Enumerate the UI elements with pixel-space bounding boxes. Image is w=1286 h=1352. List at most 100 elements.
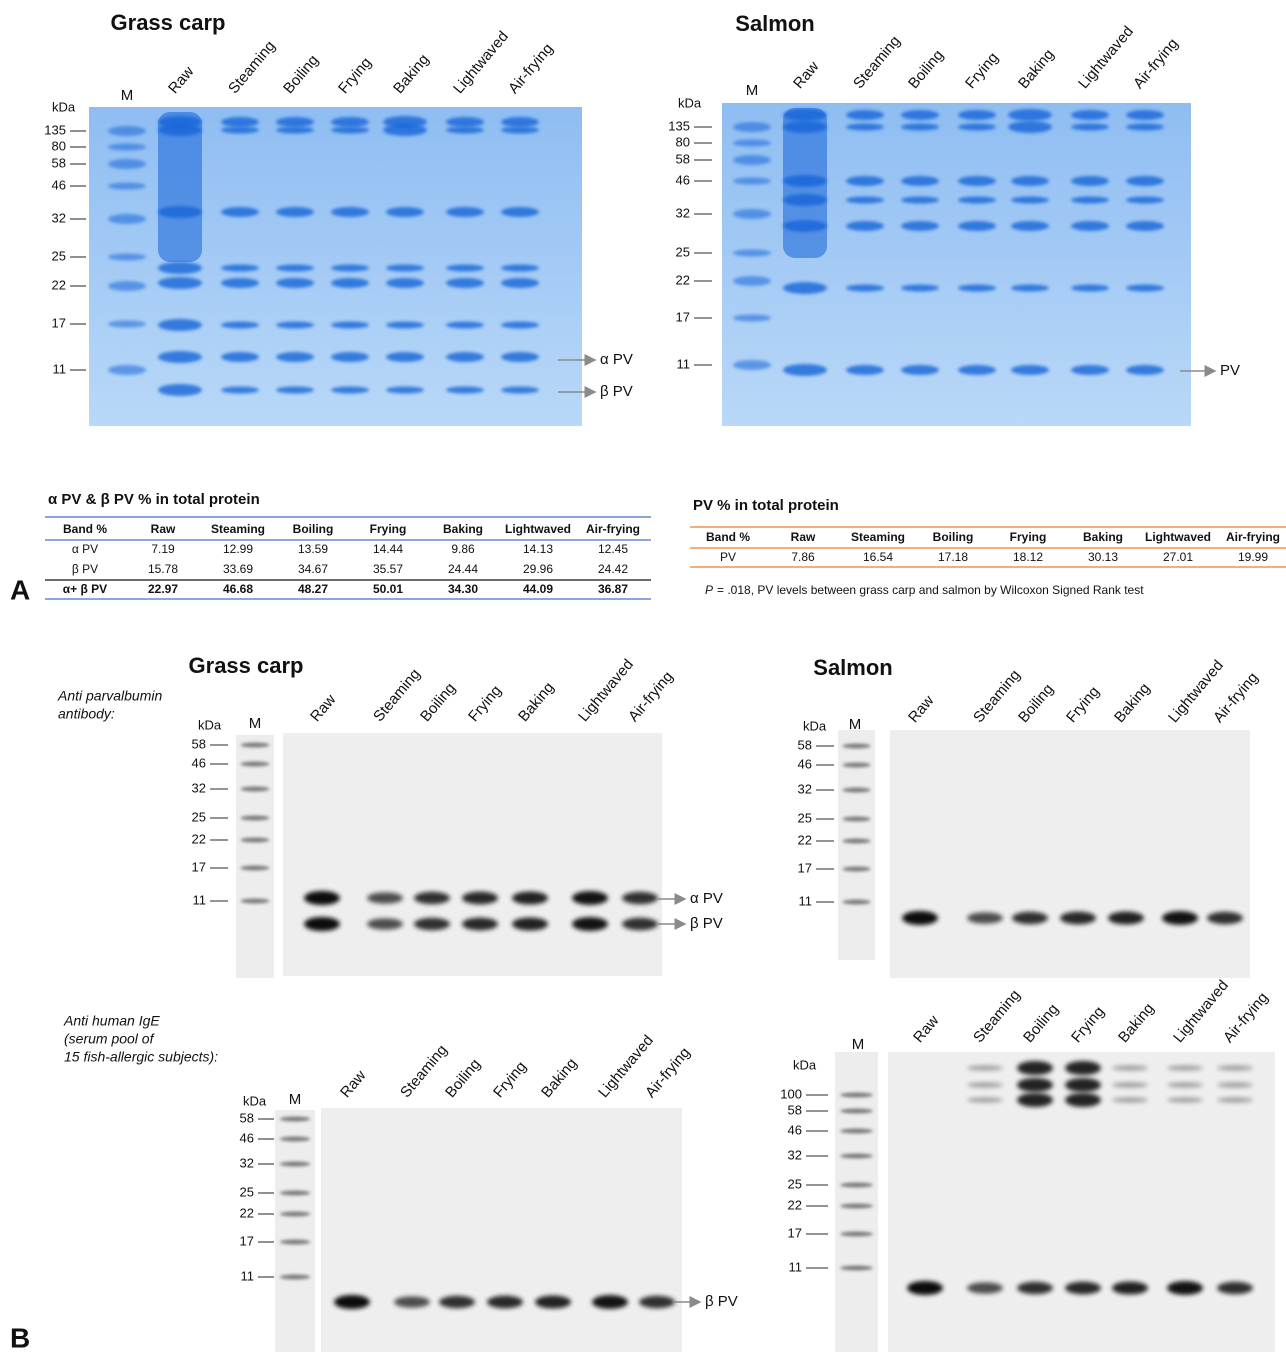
- lane-label: Frying: [1063, 683, 1103, 726]
- band: [501, 387, 539, 394]
- marker-label: 80: [52, 138, 66, 153]
- lane-label: M: [852, 1036, 865, 1053]
- band: [733, 360, 771, 370]
- blot: [283, 733, 662, 976]
- marker-label: 11: [789, 1259, 803, 1274]
- band: [276, 387, 314, 394]
- panel-letter: A: [10, 574, 30, 605]
- lane-label: M: [249, 715, 262, 732]
- marker-band: [840, 1232, 873, 1237]
- band: [1017, 1093, 1053, 1107]
- band: [1112, 1066, 1148, 1071]
- band: [108, 126, 146, 136]
- band: [535, 1295, 571, 1308]
- marker-band: [280, 1117, 310, 1122]
- marker-label: 135: [44, 122, 66, 137]
- lane-label: Raw: [910, 1012, 942, 1046]
- band: [958, 221, 996, 231]
- marker-label: 58: [52, 155, 66, 170]
- marker-label: 22: [676, 272, 690, 287]
- antibody-label: Anti parvalbumin: [57, 688, 162, 704]
- band: [108, 214, 146, 224]
- lane-label: M: [289, 1091, 302, 1108]
- marker-band: [842, 817, 870, 822]
- marker-label: 32: [788, 1147, 802, 1162]
- band: [446, 322, 484, 329]
- band: [108, 321, 146, 328]
- band: [1065, 1093, 1101, 1107]
- lane-label: Frying: [1068, 1003, 1108, 1046]
- marker-label: 32: [676, 205, 690, 220]
- lane-label: Air-frying: [1130, 35, 1182, 92]
- band: [276, 278, 314, 288]
- table-header: Air-frying: [586, 522, 640, 536]
- marker-label: 17: [52, 315, 66, 330]
- marker-strip: [275, 1110, 315, 1352]
- marker-band: [842, 744, 870, 749]
- band: [572, 917, 608, 931]
- marker-label: 58: [240, 1110, 254, 1125]
- band: [276, 117, 314, 127]
- band: [331, 207, 369, 217]
- marker-label: 25: [798, 810, 812, 825]
- band: [446, 207, 484, 217]
- band: [462, 918, 498, 931]
- lane-label: Raw: [337, 1067, 369, 1101]
- marker-label: 17: [788, 1225, 802, 1240]
- band: [1126, 124, 1164, 131]
- marker-band: [241, 866, 270, 871]
- marker-label: 22: [798, 832, 812, 847]
- band: [958, 110, 996, 120]
- table-header: Band %: [706, 530, 750, 544]
- band: [1217, 1098, 1253, 1103]
- band: [958, 124, 996, 131]
- band: [446, 117, 484, 127]
- table-cell: 27.01: [1163, 550, 1193, 564]
- band: [512, 891, 548, 904]
- marker-label: 17: [240, 1233, 254, 1248]
- band: [592, 1295, 628, 1309]
- marker-label: 22: [192, 831, 206, 846]
- band: [367, 918, 403, 929]
- band: [386, 352, 424, 362]
- table-cell: PV: [720, 550, 736, 564]
- band: [304, 917, 340, 931]
- band: [446, 387, 484, 394]
- unit-label: kDa: [198, 717, 222, 732]
- antibody-label: antibody:: [58, 706, 115, 722]
- band: [901, 197, 939, 204]
- table-header: Raw: [791, 530, 816, 544]
- marker-label: 11: [193, 892, 207, 907]
- table-cell: 12.99: [223, 542, 253, 556]
- band: [331, 127, 369, 134]
- marker-label: 58: [676, 151, 690, 166]
- lane-label: Air-frying: [642, 1044, 694, 1101]
- band: [501, 322, 539, 329]
- lane-label: Raw: [790, 58, 822, 92]
- marker-band: [840, 1154, 873, 1159]
- table-cell: 13.59: [298, 542, 328, 556]
- unit-label: kDa: [803, 718, 827, 733]
- band: [276, 265, 314, 272]
- band: [446, 127, 484, 134]
- table-cell: α+ β PV: [63, 582, 107, 596]
- band: [846, 197, 884, 204]
- arrow-label: β PV: [600, 383, 633, 400]
- marker-band: [840, 1093, 873, 1098]
- band: [1012, 912, 1048, 925]
- table-cell: 29.96: [523, 562, 553, 576]
- lane-label: Baking: [1115, 1000, 1158, 1046]
- band: [902, 911, 938, 925]
- lane-label: Baking: [1111, 680, 1154, 726]
- marker-band: [241, 787, 270, 792]
- marker-label: 17: [192, 859, 206, 874]
- arrow-label: α PV: [690, 890, 723, 907]
- band: [501, 207, 539, 217]
- band: [1011, 365, 1049, 375]
- marker-band: [241, 762, 270, 767]
- lane-label: Boiling: [1020, 1001, 1062, 1046]
- band: [572, 891, 608, 905]
- marker-label: 32: [798, 781, 812, 796]
- table-cell: 16.54: [863, 550, 893, 564]
- band: [439, 1296, 475, 1309]
